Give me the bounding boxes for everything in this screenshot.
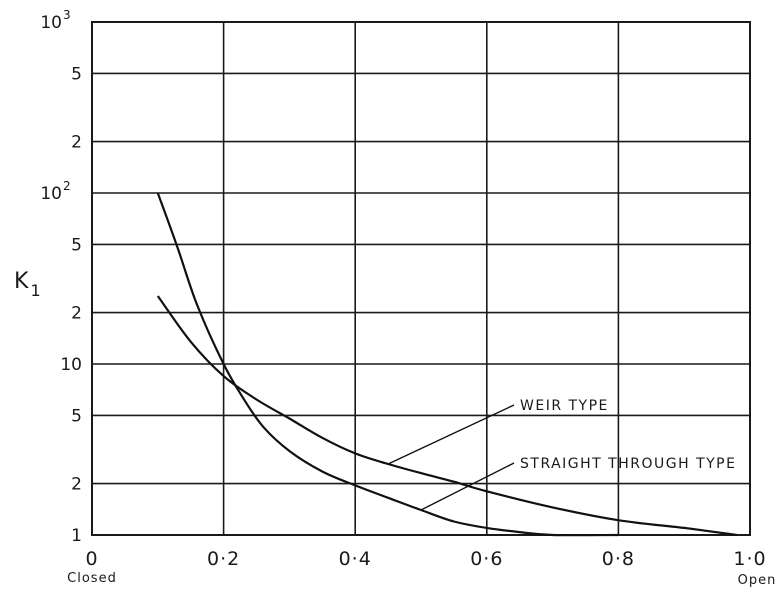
y-tick-label: 103 <box>40 8 70 33</box>
annotation-straight-through-type: STRAIGHT THROUGH TYPE <box>520 456 736 472</box>
x-tick-label: 0·2 <box>207 548 240 570</box>
y-axis-label-main: K <box>14 269 29 294</box>
annotations: WEIR TYPE STRAIGHT THROUGH TYPE <box>387 398 736 511</box>
y-tick-label: 2 <box>71 304 82 324</box>
series-straight-through-type-curve <box>156 192 619 537</box>
x-tick-label: 0 <box>85 548 98 570</box>
annotation-leader-line <box>420 462 515 511</box>
x-end-label-open: Open <box>738 573 777 588</box>
y-axis-label-subscript: 1 <box>30 281 40 300</box>
y-tick-label: 10 <box>60 355 82 375</box>
x-tick-labels: 0 0·2 0·4 0·6 0·8 1·0 <box>85 548 766 570</box>
x-end-label-closed: Closed <box>67 571 117 586</box>
x-tick-label: 0·6 <box>470 548 503 570</box>
annotation-weir-type: WEIR TYPE <box>520 398 609 414</box>
y-tick-label: 102 <box>40 179 70 204</box>
y-tick-label: 2 <box>71 475 82 495</box>
plot-frame <box>91 21 751 536</box>
series-curves <box>156 192 737 537</box>
x-tick-label: 0·4 <box>339 548 372 570</box>
x-tick-label: 1·0 <box>733 548 766 570</box>
annotation-leader-line <box>387 404 515 465</box>
y-tick-label: 1 <box>71 526 82 546</box>
y-tick-label: 5 <box>71 64 82 84</box>
y-tick-label: 5 <box>71 406 82 426</box>
y-tick-label: 2 <box>71 133 82 153</box>
x-tick-label: 0·8 <box>602 548 635 570</box>
y-tick-label: 5 <box>71 235 82 255</box>
